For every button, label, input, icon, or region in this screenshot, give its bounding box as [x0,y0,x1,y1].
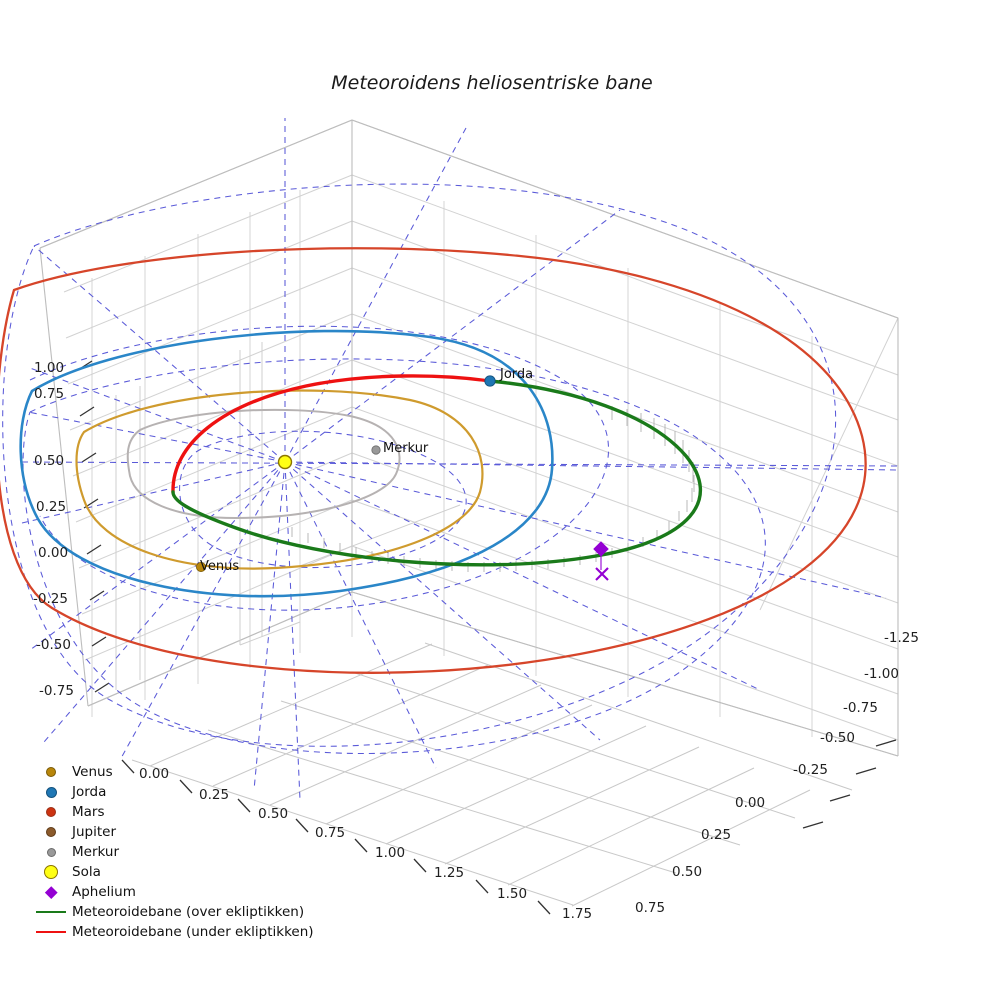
celestial-body-markers [195,375,609,581]
x-tick-marks [121,759,551,915]
y-tick-0-50: 0.50 [672,864,703,880]
z-tick-1-00: 1.00 [34,360,65,376]
mars-dot-icon [30,802,72,822]
sola-dot-icon [30,862,72,882]
aphelium-diamond-icon [30,882,72,902]
merkur-dot-icon [30,842,72,862]
floor-lines-x [149,643,811,907]
y-tick-marks [802,739,897,829]
legend-item-mars[interactable]: Mars [30,802,330,822]
legend-item-venus[interactable]: Venus [30,762,330,782]
y-tick-0-00: 0.00 [735,795,766,811]
aphelium-projection-x-icon [595,567,609,581]
x-tick-0-25: 0.25 [199,787,230,803]
orbit-jorda [19,329,554,598]
venus-dot-icon [30,762,72,782]
z-tick-0-00: 0.00 [38,545,69,561]
jorda-marker[interactable] [484,375,496,387]
legend-label-jorda: Jorda [72,784,107,800]
z-tick-0-25: 0.25 [36,499,67,515]
pane-right-grid [351,168,899,756]
meteoroid-orbit-under-ecliptic [171,374,492,494]
legend-label-aphelium: Aphelium [72,884,136,900]
jupiter-dot-icon [30,822,72,842]
box-edges [39,119,899,757]
legend-label-meteoroid-over: Meteoroidebane (over ekliptikken) [72,904,305,920]
z-tick-0-50: 0.50 [34,453,65,469]
legend-item-merkur[interactable]: Merkur [30,842,330,862]
y-tick-0-25: 0.25 [701,827,732,843]
legend-label-mars: Mars [72,804,105,820]
x-tick-1-50: 1.50 [497,886,528,902]
x-tick-0-50: 0.50 [258,806,289,822]
legend-item-meteoroid-under[interactable]: Meteoroidebane (under ekliptikken) [30,922,330,942]
floor-lines-y [131,642,853,906]
y-tick-neg-0-50: -0.50 [820,730,855,746]
legend-item-sola[interactable]: Sola [30,862,330,882]
legend-label-jupiter: Jupiter [72,824,117,840]
sola-marker[interactable] [277,454,293,470]
green-line-icon [30,902,72,922]
merkur-label: Merkur [383,441,429,456]
y-tick-neg-1-25: -1.25 [884,630,919,646]
pane-floor-grid [87,591,899,757]
ecliptic-dashed-guides [2,118,899,801]
merkur-marker[interactable] [371,445,381,455]
jorda-dot-icon [30,782,72,802]
y-tick-neg-0-25: -0.25 [793,762,828,778]
legend-item-jupiter[interactable]: Jupiter [30,822,330,842]
legend-item-jorda[interactable]: Jorda [30,782,330,802]
venus-label: Venus [200,559,240,574]
z-tick-marks [77,360,110,693]
legend-label-sola: Sola [72,864,101,880]
meteoroid-orbit-over-ecliptic [171,379,703,567]
orbit-mars [0,247,867,674]
y-tick-neg-1-00: -1.00 [864,666,899,682]
tick-marks [77,360,897,915]
pane-top-grid [39,119,899,611]
red-line-icon [30,922,72,942]
x-tick-0-00: 0.00 [139,766,170,782]
orbit-venus [75,389,484,570]
pane-right-horizontals [351,174,899,741]
x-tick-1-75: 1.75 [562,906,593,922]
x-tick-1-25: 1.25 [434,865,465,881]
plot-legend: Venus Jorda Mars Jupiter Merkur [30,762,330,942]
x-tick-0-75: 0.75 [315,825,346,841]
z-tick-neg-0-75: -0.75 [39,683,74,699]
y-tick-neg-0-75: -0.75 [843,700,878,716]
z-tick-neg-0-50: -0.50 [36,637,71,653]
legend-item-meteoroid-over[interactable]: Meteoroidebane (over ekliptikken) [30,902,330,922]
legend-item-aphelium[interactable]: Aphelium [30,882,330,902]
orbit-merkur [126,408,401,520]
legend-label-merkur: Merkur [72,844,120,860]
legend-label-venus: Venus [72,764,113,780]
venus-marker[interactable] [195,562,206,573]
y-tick-0-75: 0.75 [635,900,666,916]
legend-label-meteoroid-under: Meteoroidebane (under ekliptikken) [72,924,314,940]
page-title: Meteoroidens heliosentriske bane [331,72,653,94]
z-tick-neg-0-25: -0.25 [33,591,68,607]
z-tick-0-75: 0.75 [34,386,65,402]
jorda-label: Jorda [500,367,534,382]
x-tick-1-00: 1.00 [375,845,406,861]
